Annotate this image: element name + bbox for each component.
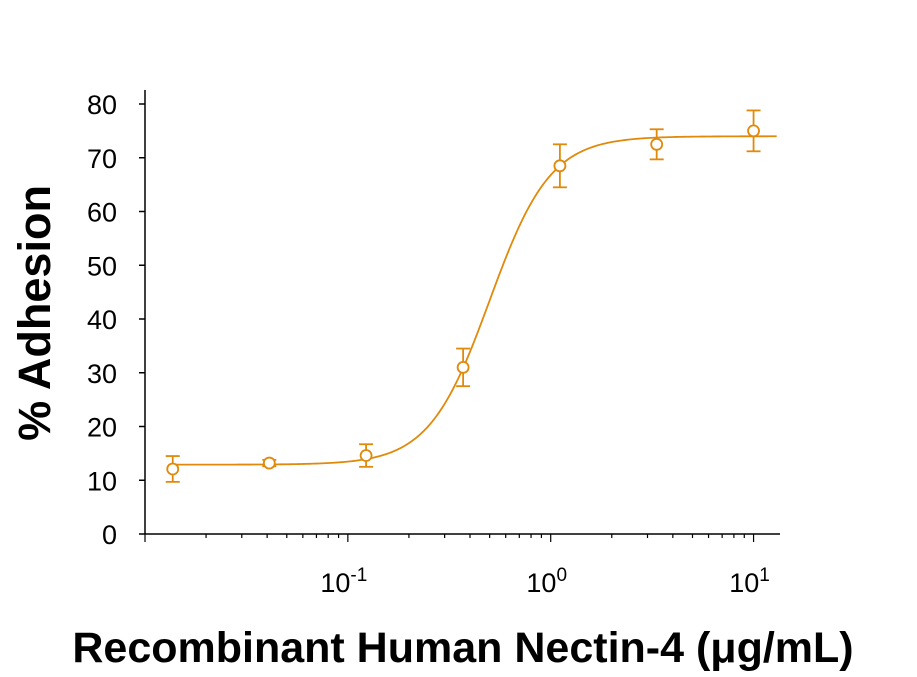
- data-point: [262, 456, 277, 470]
- x-ticks: 10-1 100 101: [144, 534, 770, 598]
- data-point: [552, 143, 567, 189]
- x-tick-label: 101: [729, 565, 770, 598]
- data-point: [746, 109, 761, 153]
- y-tick-label: 30: [87, 359, 117, 389]
- y-tick-label: 40: [87, 305, 117, 335]
- point-marker: [166, 462, 180, 476]
- y-tick-label: 80: [87, 90, 117, 120]
- data-point: [359, 443, 374, 468]
- y-tick-label: 10: [87, 466, 117, 496]
- y-axis-label: % Adhesion: [9, 185, 60, 441]
- x-tick-label: 100: [526, 565, 567, 598]
- point-marker: [456, 360, 470, 374]
- data-point: [165, 455, 180, 483]
- point-marker: [747, 124, 760, 138]
- data-point: [649, 128, 664, 161]
- axes: [144, 90, 780, 535]
- point-marker: [359, 449, 373, 462]
- x-tick-label: 10-1: [320, 565, 367, 598]
- x-axis-label: Recombinant Human Nectin-4 (μg/mL): [72, 624, 853, 672]
- data-point: [456, 347, 471, 388]
- data-points: [165, 109, 761, 483]
- fit-curve: [172, 135, 777, 466]
- point-marker: [262, 456, 276, 470]
- point-marker: [650, 137, 664, 151]
- y-tick-label: 70: [87, 144, 117, 174]
- y-tick-label: 20: [87, 413, 117, 443]
- y-tick-label: 50: [87, 251, 117, 281]
- point-marker: [553, 159, 567, 173]
- y-ticks: 0 10 20 30 40 50 60 70 80: [87, 90, 145, 550]
- y-tick-label: 60: [87, 198, 117, 228]
- y-tick-label: 0: [102, 520, 117, 550]
